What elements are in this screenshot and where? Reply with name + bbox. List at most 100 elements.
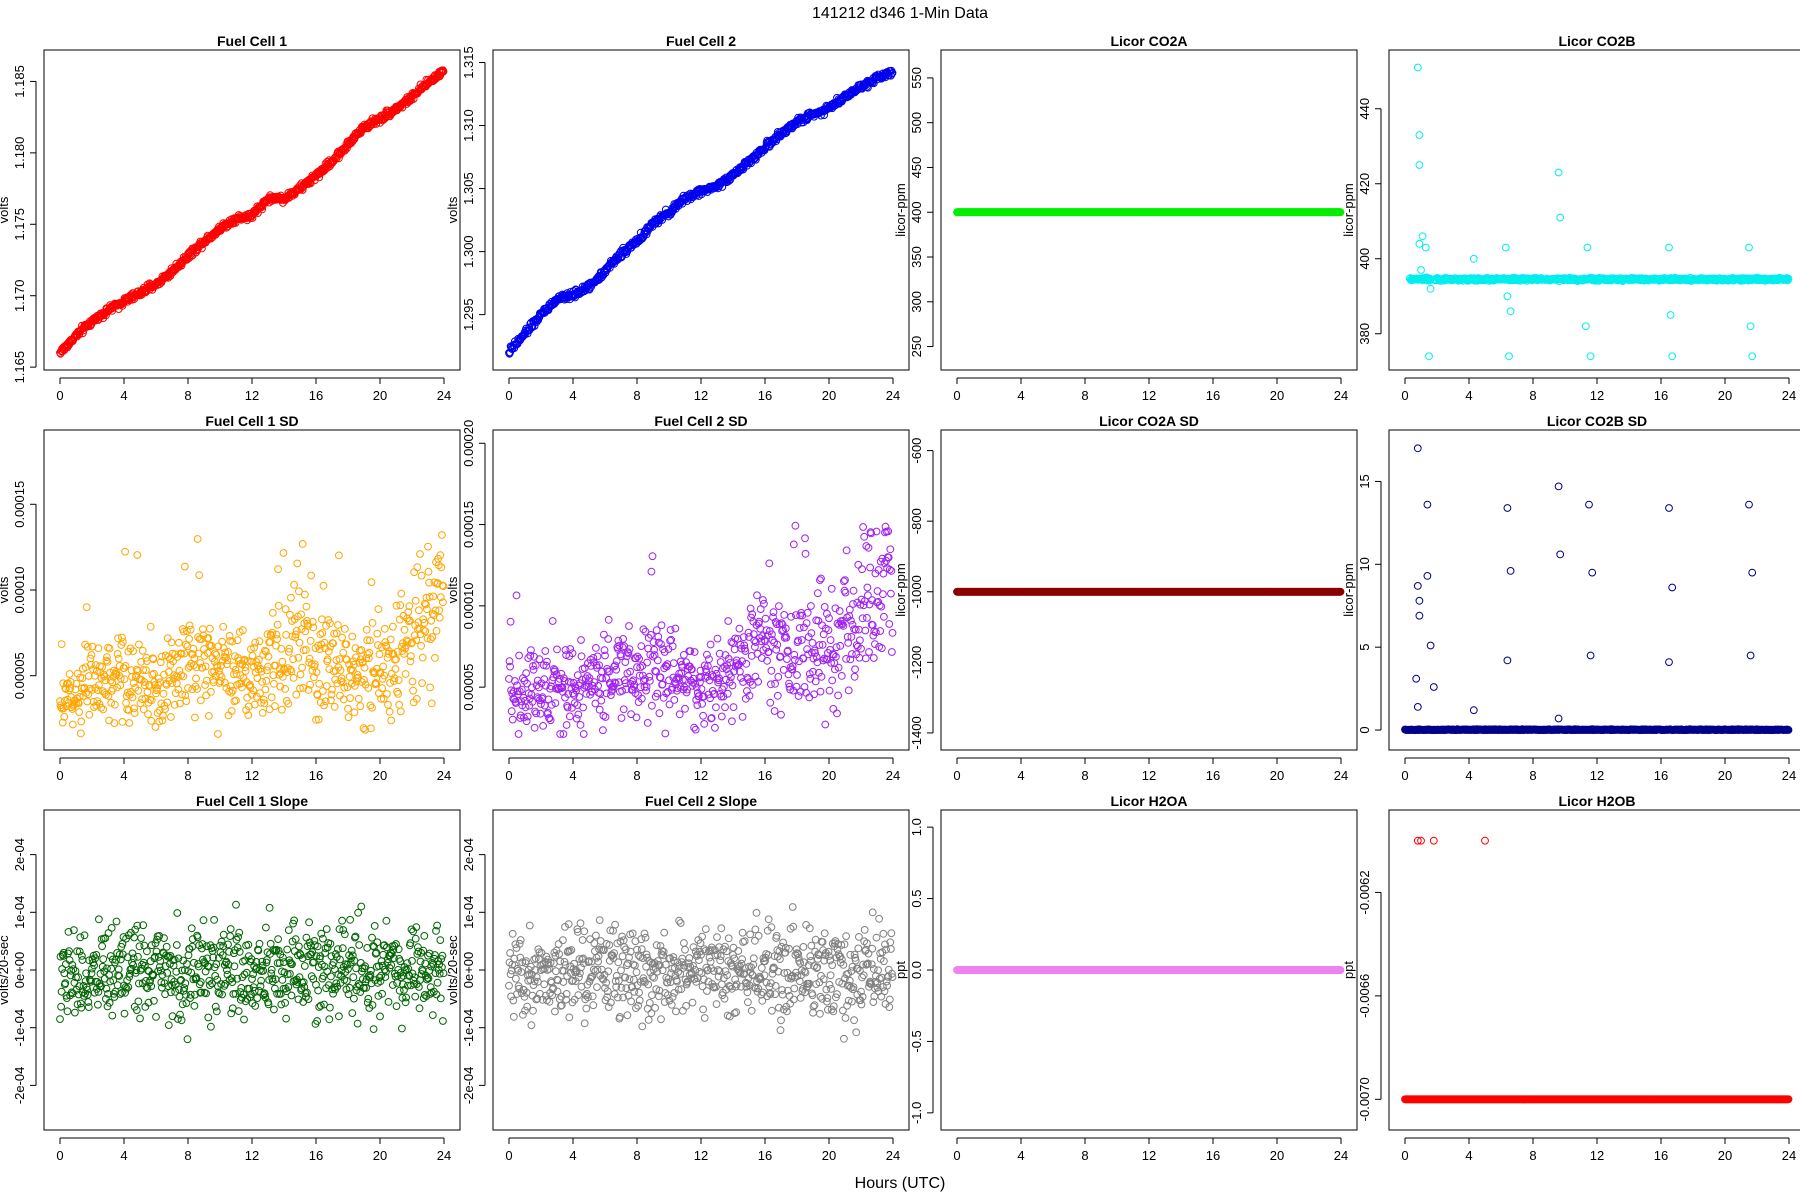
data-point: [167, 713, 175, 721]
data-point: [218, 637, 227, 646]
data-point: [415, 606, 423, 615]
data-point: [417, 571, 426, 580]
data-point: [278, 705, 286, 714]
data-point: [315, 679, 324, 688]
y-tick-label: 1.305: [461, 172, 476, 205]
data-point: [869, 654, 878, 662]
data-point: [1506, 307, 1515, 316]
chart-panel-6: Fuel Cell 2 SD0 4 8 12 16 20 240.000050.000100…: [445, 413, 910, 783]
y-tick-label: 300: [909, 291, 924, 313]
data-point: [219, 622, 228, 631]
data-point: [512, 591, 521, 600]
data-point: [566, 645, 575, 653]
x-tick-label: 20: [822, 388, 836, 403]
data-point: [669, 659, 678, 667]
data-point: [202, 676, 211, 685]
data-point: [287, 593, 295, 602]
data-point: [383, 690, 391, 698]
data-point: [770, 707, 779, 715]
data-point: [523, 712, 532, 721]
data-point: [315, 173, 324, 182]
chart-panel-1: Fuel Cell 10 4 8 12 16 20 241.1651.1701.1751.1…: [0, 33, 461, 403]
data-point: [698, 700, 706, 708]
data-point: [85, 710, 94, 719]
y-tick-label: 400: [1357, 248, 1372, 270]
x-tick-label: 8: [633, 388, 640, 403]
data-point: [617, 714, 626, 722]
y-axis-label: licor-ppm: [1341, 183, 1356, 236]
data-point: [274, 565, 283, 574]
data-point: [825, 686, 834, 695]
data-point: [410, 568, 419, 577]
y-tick-label: -1400: [909, 716, 924, 749]
data-point: [828, 676, 837, 685]
data-point: [717, 712, 726, 721]
data-point: [877, 602, 886, 611]
data-point: [849, 586, 858, 595]
data-point: [319, 581, 328, 590]
x-tick-label: 0: [505, 388, 512, 403]
data-point: [837, 672, 846, 680]
data-point: [601, 713, 610, 721]
data-point: [435, 613, 444, 622]
x-tick-label: 20: [373, 388, 387, 403]
y-tick-label: 250: [909, 336, 924, 358]
data-point: [721, 703, 729, 712]
y-tick-label: 0.00010: [12, 567, 27, 614]
data-point: [794, 692, 803, 700]
data-point: [1556, 213, 1565, 222]
data-point: [1415, 131, 1424, 139]
y-axis-label: volts: [445, 576, 460, 603]
data-point: [374, 605, 383, 613]
data-point: [632, 713, 641, 722]
data-point: [1425, 352, 1433, 361]
data-point: [1501, 243, 1510, 252]
data-point: [191, 713, 199, 722]
y-tick-label: 0.00005: [461, 664, 476, 711]
data-point: [293, 559, 302, 568]
data-point: [661, 729, 670, 738]
panel-title: Fuel Cell 2 SD: [654, 413, 747, 429]
data-point: [346, 694, 355, 702]
data-point: [771, 679, 779, 688]
data-point: [539, 722, 547, 730]
y-tick-label: 0.00015: [461, 501, 476, 548]
data-point: [255, 637, 264, 646]
x-tick-label: 12: [694, 388, 708, 403]
x-tick-label: 4: [1017, 768, 1024, 783]
data-point: [282, 631, 291, 639]
data-point: [118, 718, 127, 726]
data-point: [278, 657, 287, 666]
data-point: [368, 619, 377, 627]
data-point: [515, 651, 523, 660]
data-point: [180, 562, 189, 571]
data-point: [671, 624, 680, 633]
data-point: [125, 719, 134, 727]
points-series: [953, 587, 1345, 596]
data-point: [565, 712, 574, 721]
data-point: [133, 551, 142, 559]
data-point: [409, 686, 418, 695]
data-point: [295, 638, 304, 647]
data-point: [400, 625, 409, 634]
y-tick-label: 0.00015: [12, 481, 27, 528]
chart-panel-5: Fuel Cell 1 SD0 4 8 12 16 20 240.000050.000100…: [0, 413, 461, 783]
data-point: [775, 602, 783, 610]
data-point: [408, 677, 417, 686]
x-tick-label: 8: [1081, 768, 1088, 783]
data-point: [99, 314, 108, 323]
data-point: [195, 571, 204, 579]
x-tick-label: 4: [1017, 388, 1024, 403]
data-point: [826, 636, 835, 644]
data-point: [604, 615, 613, 624]
y-tick-label: -800: [909, 508, 924, 534]
data-point: [413, 563, 422, 572]
y-tick-label: 1.170: [12, 279, 27, 312]
data-point: [801, 534, 809, 543]
y-tick-label: -1200: [909, 646, 924, 679]
data-point: [1748, 352, 1757, 361]
x-tick-label: 24: [1334, 768, 1348, 783]
data-point: [1469, 254, 1478, 263]
data-point: [193, 535, 202, 543]
x-tick-label: 24: [1782, 388, 1796, 403]
